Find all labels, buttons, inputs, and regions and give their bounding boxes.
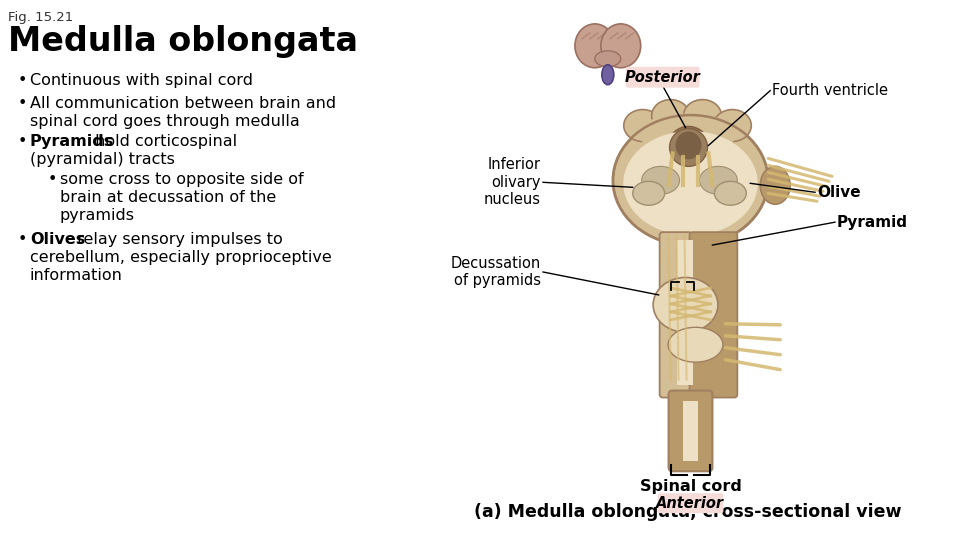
Text: brain at decussation of the: brain at decussation of the	[60, 190, 276, 205]
Bar	[677, 240, 692, 384]
Ellipse shape	[601, 24, 640, 68]
Ellipse shape	[674, 129, 704, 158]
Ellipse shape	[760, 166, 790, 204]
Text: Spinal cord: Spinal cord	[639, 479, 741, 494]
Ellipse shape	[641, 166, 680, 194]
Text: (a) Medulla oblongata, cross-sectional view: (a) Medulla oblongata, cross-sectional v…	[474, 503, 901, 521]
Text: hold corticospinal: hold corticospinal	[89, 134, 237, 150]
FancyBboxPatch shape	[626, 67, 700, 87]
Text: spinal cord goes through medulla: spinal cord goes through medulla	[30, 113, 300, 129]
FancyBboxPatch shape	[668, 390, 712, 471]
FancyBboxPatch shape	[689, 232, 737, 397]
Ellipse shape	[669, 129, 708, 166]
Ellipse shape	[714, 181, 746, 205]
Text: Medulla oblongata: Medulla oblongata	[8, 25, 358, 58]
Text: •: •	[18, 96, 27, 111]
Text: relay sensory impulses to: relay sensory impulses to	[72, 232, 282, 247]
Ellipse shape	[633, 181, 664, 205]
Text: Fourth ventricle: Fourth ventricle	[772, 83, 888, 98]
Text: Anterior: Anterior	[657, 496, 725, 511]
Text: •: •	[18, 73, 27, 87]
Ellipse shape	[613, 116, 768, 245]
Ellipse shape	[684, 99, 721, 132]
Text: Pyramids: Pyramids	[30, 134, 114, 150]
Text: Fig. 15.21: Fig. 15.21	[8, 11, 73, 24]
Text: cerebellum, especially proprioceptive: cerebellum, especially proprioceptive	[30, 250, 331, 265]
Ellipse shape	[624, 110, 661, 141]
Text: Posterior: Posterior	[625, 70, 701, 85]
Ellipse shape	[602, 65, 613, 85]
Ellipse shape	[575, 24, 614, 68]
FancyBboxPatch shape	[660, 232, 691, 397]
Text: Inferior
olivary
nucleus: Inferior olivary nucleus	[484, 158, 541, 207]
Ellipse shape	[713, 110, 752, 141]
Text: some cross to opposite side of: some cross to opposite side of	[60, 172, 303, 187]
Text: Decussation
of pyramids: Decussation of pyramids	[451, 256, 541, 288]
Ellipse shape	[667, 126, 709, 168]
Bar	[683, 401, 699, 461]
Ellipse shape	[676, 132, 702, 159]
Text: (pyramidal) tracts: (pyramidal) tracts	[30, 152, 175, 167]
Ellipse shape	[652, 99, 689, 132]
Text: information: information	[30, 268, 123, 283]
Text: Olive: Olive	[817, 185, 861, 200]
Text: All communication between brain and: All communication between brain and	[30, 96, 336, 111]
Ellipse shape	[637, 113, 737, 153]
Ellipse shape	[623, 131, 757, 235]
Text: Pyramid: Pyramid	[837, 215, 908, 230]
Text: Continuous with spinal cord: Continuous with spinal cord	[30, 73, 252, 87]
Ellipse shape	[668, 327, 723, 362]
FancyBboxPatch shape	[658, 493, 724, 513]
Text: pyramids: pyramids	[60, 208, 134, 223]
Text: •: •	[18, 232, 27, 247]
Ellipse shape	[653, 278, 718, 332]
Text: Olives: Olives	[30, 232, 85, 247]
Text: •: •	[48, 172, 58, 187]
Ellipse shape	[700, 166, 737, 194]
Text: •: •	[18, 134, 27, 150]
Ellipse shape	[595, 51, 621, 67]
